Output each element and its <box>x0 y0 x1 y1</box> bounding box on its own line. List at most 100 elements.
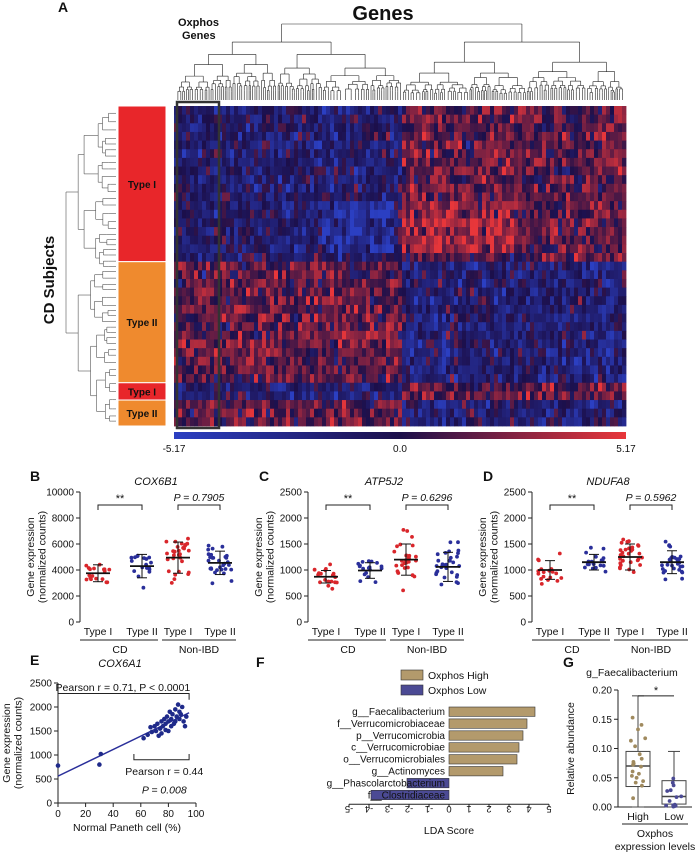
heatmap-cell <box>602 131 607 141</box>
heatmap-cell <box>438 157 443 167</box>
heatmap-cell <box>390 201 395 211</box>
heatmap-cell <box>570 131 575 141</box>
heatmap-cell <box>562 304 567 314</box>
heatmap-cell <box>354 304 359 314</box>
heatmap-cell <box>186 244 191 254</box>
heatmap-cell <box>414 131 419 141</box>
heatmap-cell <box>386 330 391 340</box>
heatmap-cell <box>534 227 539 237</box>
heatmap-cell <box>246 149 251 159</box>
heatmap-cell <box>578 304 583 314</box>
heatmap-cell <box>210 278 215 289</box>
heatmap-cell <box>390 322 395 332</box>
heatmap-cell <box>286 201 291 211</box>
heatmap-cell <box>298 106 303 116</box>
heatmap-cell <box>614 348 619 358</box>
heatmap-cell <box>530 166 535 176</box>
heatmap-cell <box>346 131 351 141</box>
heatmap-cell <box>362 218 367 228</box>
heatmap-cell <box>226 140 231 150</box>
heatmap-cell <box>282 244 287 254</box>
heatmap-cell <box>578 183 583 193</box>
heatmap-cell <box>382 114 387 124</box>
heatmap-cell <box>426 296 431 306</box>
heatmap-cell <box>366 244 371 254</box>
heatmap-cell <box>346 183 351 193</box>
heatmap-cell <box>178 322 183 332</box>
heatmap-cell <box>554 192 559 202</box>
heatmap-cell <box>470 330 475 340</box>
heatmap-cell <box>262 391 267 401</box>
heatmap-cell <box>246 244 251 254</box>
heatmap-cell <box>538 253 543 263</box>
heatmap-cell <box>242 149 247 159</box>
heatmap-cell <box>286 391 291 401</box>
heatmap-cell <box>342 123 347 133</box>
heatmap-cell <box>402 313 407 323</box>
heatmap-cell <box>402 157 407 167</box>
heatmap-cell <box>302 244 307 254</box>
heatmap-cell <box>558 114 563 124</box>
heatmap-cell <box>370 218 375 228</box>
heatmap-cell <box>330 365 335 375</box>
heatmap-cell <box>362 278 367 289</box>
heatmap-cell <box>378 209 383 219</box>
heatmap-cell <box>402 391 407 401</box>
heatmap-cell <box>206 322 211 332</box>
heatmap-cell <box>230 131 235 141</box>
heatmap-cell <box>558 201 563 211</box>
heatmap-cell <box>198 244 203 254</box>
heatmap-cell <box>270 270 275 280</box>
heatmap-cell <box>458 227 463 237</box>
heatmap-cell <box>190 140 195 150</box>
heatmap-cell <box>522 227 527 237</box>
heatmap-cell <box>474 157 479 167</box>
heatmap-cell <box>418 278 423 289</box>
heatmap-cell <box>454 313 459 323</box>
heatmap-cell <box>434 175 439 185</box>
heatmap-cell <box>254 157 259 167</box>
heatmap-cell <box>370 339 375 349</box>
heatmap-cell <box>618 261 623 271</box>
heatmap-cell <box>242 140 247 150</box>
heatmap-cell <box>386 356 391 366</box>
heatmap-cell <box>390 304 395 314</box>
heatmap-cell <box>514 348 519 358</box>
heatmap-cell <box>266 287 271 297</box>
heatmap-cell <box>514 235 519 245</box>
heatmap-cell <box>442 356 447 366</box>
heatmap-cell <box>490 140 495 150</box>
heatmap-cell <box>594 227 599 237</box>
heatmap-cell <box>550 192 555 202</box>
heatmap-cell <box>530 192 535 202</box>
heatmap-cell <box>522 131 527 141</box>
heatmap-cell <box>570 304 575 314</box>
heatmap-cell <box>610 244 615 254</box>
heatmap-cell <box>534 365 539 375</box>
heatmap-cell <box>354 391 359 401</box>
heatmap-cell <box>354 175 359 185</box>
heatmap-cell <box>394 157 399 167</box>
heatmap-cell <box>182 287 187 297</box>
heatmap-cell <box>614 261 619 271</box>
heatmap-cell <box>370 244 375 254</box>
heatmap-cell <box>586 313 591 323</box>
heatmap-cell <box>614 218 619 228</box>
heatmap-cell <box>594 218 599 228</box>
heatmap-cell <box>414 287 419 297</box>
heatmap-cell <box>262 201 267 211</box>
heatmap-cell <box>470 270 475 280</box>
heatmap-cell <box>186 114 191 124</box>
heatmap-cell <box>546 149 551 159</box>
heatmap-cell <box>510 235 515 245</box>
heatmap-cell <box>586 322 591 332</box>
heatmap-cell <box>222 209 227 219</box>
heatmap-cell <box>498 261 503 271</box>
heatmap-cell <box>470 278 475 289</box>
heatmap-cell <box>334 339 339 349</box>
heatmap-cell <box>262 356 267 366</box>
heatmap-cell <box>526 322 531 332</box>
heatmap-cell <box>562 166 567 176</box>
heatmap-cell <box>538 114 543 124</box>
heatmap-cell <box>554 175 559 185</box>
